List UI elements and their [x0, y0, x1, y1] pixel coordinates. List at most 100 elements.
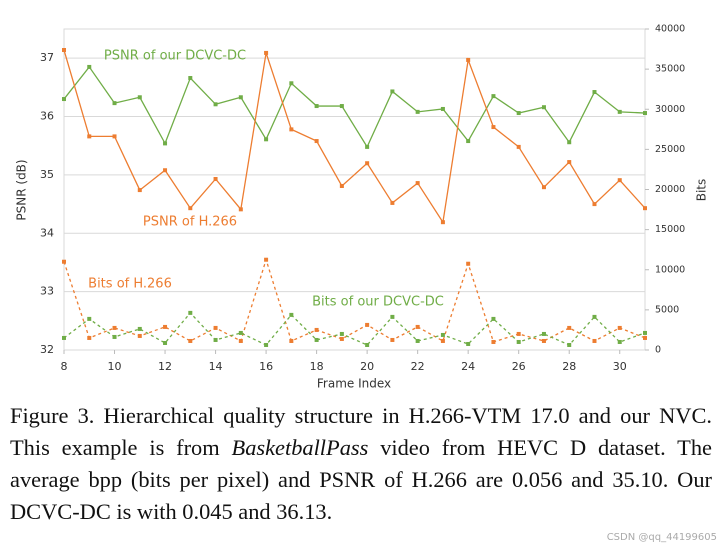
x-tick-label: 30: [613, 360, 627, 373]
data-point: [466, 261, 471, 266]
x-axis-title: Frame Index: [317, 377, 391, 391]
data-point: [163, 324, 168, 329]
data-point: [415, 181, 420, 186]
data-point: [213, 337, 218, 342]
series-line: [63, 311, 646, 346]
data-point: [264, 257, 269, 262]
data-point: [440, 220, 445, 225]
data-point: [567, 140, 572, 145]
y2-tick-label: 15000: [655, 224, 685, 235]
y-tick-label: 34: [40, 226, 54, 239]
data-point: [592, 202, 597, 207]
data-point: [339, 104, 344, 109]
data-point: [466, 139, 471, 144]
data-point: [112, 325, 117, 330]
x-tick-label: 8: [61, 360, 68, 373]
data-point: [62, 48, 66, 53]
data-point: [339, 331, 344, 336]
data-point: [541, 185, 546, 190]
data-point: [390, 314, 395, 319]
legend-label: Bits of our DCVC-DC: [312, 295, 444, 310]
y-tick-label: 35: [40, 168, 54, 181]
x-tick-label: 20: [360, 360, 374, 373]
x-tick-label: 22: [411, 360, 425, 373]
data-point: [390, 337, 395, 342]
data-point: [440, 332, 445, 337]
data-point: [617, 109, 622, 114]
data-point: [137, 326, 142, 331]
data-point: [188, 338, 193, 343]
data-point: [365, 161, 370, 166]
data-point: [238, 95, 243, 100]
data-point: [541, 331, 546, 336]
data-point: [516, 331, 521, 336]
y2-tick-label: 25000: [655, 144, 685, 155]
y2-tick-label: 30000: [655, 104, 685, 115]
series-line: [63, 65, 646, 149]
data-point: [643, 111, 647, 116]
x-tick-label: 26: [512, 360, 526, 373]
data-point: [163, 141, 168, 146]
data-point: [415, 338, 420, 343]
data-point: [541, 105, 546, 110]
data-point: [112, 134, 117, 139]
data-point: [617, 339, 622, 344]
data-point: [643, 335, 647, 340]
data-point: [188, 76, 193, 81]
data-point: [264, 342, 269, 347]
data-point: [137, 188, 142, 193]
caption-italic: BasketballPass: [231, 435, 369, 460]
y2-tick-label: 10000: [655, 264, 685, 275]
data-point: [163, 340, 168, 345]
data-point: [617, 325, 622, 330]
data-point: [213, 325, 218, 330]
series-line: [63, 49, 646, 224]
y2-tick-label: 35000: [655, 64, 685, 75]
data-point: [516, 339, 521, 344]
data-point: [314, 337, 319, 342]
data-point: [264, 137, 269, 142]
data-point: [365, 342, 370, 347]
data-point: [466, 57, 471, 62]
data-point: [213, 102, 218, 107]
x-tick-label: 16: [259, 360, 273, 373]
data-point: [112, 101, 117, 106]
legend-label: PSNR of our DCVC-DC: [104, 49, 246, 64]
data-point: [238, 338, 243, 343]
data-point: [365, 322, 370, 327]
data-point: [415, 109, 420, 114]
y2-axis-title: Bits: [695, 179, 709, 202]
data-point: [314, 139, 319, 144]
y2-tick-label: 40000: [655, 24, 685, 35]
data-point: [112, 334, 117, 339]
data-point: [440, 338, 445, 343]
data-point: [62, 259, 66, 264]
data-point: [289, 81, 294, 86]
data-point: [87, 316, 92, 321]
data-point: [289, 312, 294, 317]
data-point: [137, 333, 142, 338]
legend-label: PSNR of H.266: [143, 215, 237, 230]
y2-tick-label: 0: [655, 345, 661, 356]
y-tick-label: 37: [40, 51, 54, 64]
data-point: [491, 94, 496, 99]
y-axis-title: PSNR (dB): [15, 159, 29, 220]
x-tick-label: 12: [158, 360, 172, 373]
data-point: [643, 330, 647, 335]
y-tick-label: 33: [40, 285, 54, 298]
caption-text: video from HEVC D dataset. The average b…: [10, 435, 712, 524]
x-tick-label: 24: [461, 360, 475, 373]
data-point: [339, 183, 344, 188]
data-point: [213, 176, 218, 181]
data-point: [415, 324, 420, 329]
y-tick-label: 36: [40, 110, 54, 123]
data-point: [289, 127, 294, 132]
data-point: [62, 97, 66, 102]
data-point: [62, 335, 66, 340]
y2-tick-label: 5000: [655, 304, 679, 315]
data-point: [137, 95, 142, 100]
data-point: [238, 207, 243, 212]
data-point: [440, 106, 445, 111]
x-tick-label: 28: [562, 360, 576, 373]
